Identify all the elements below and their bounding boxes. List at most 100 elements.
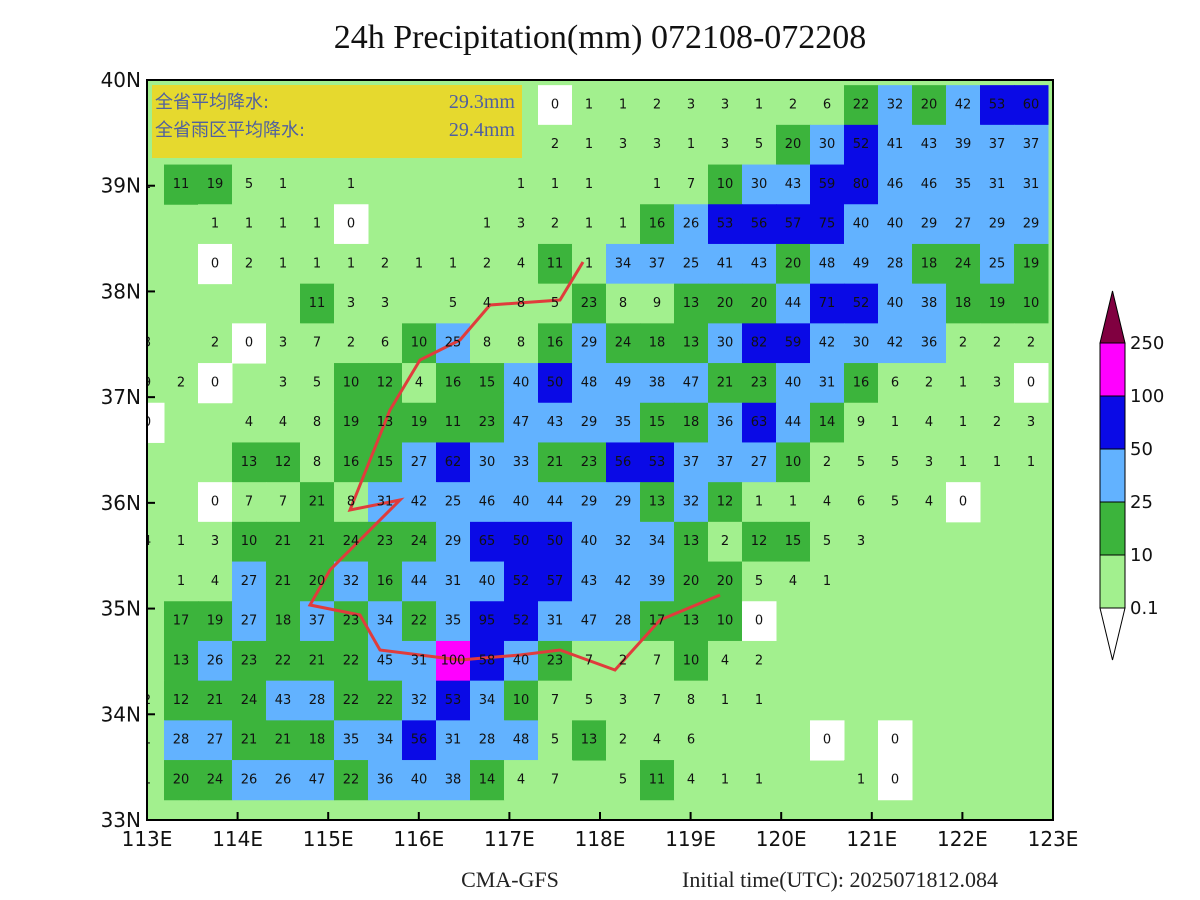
precip-value: 47 (683, 375, 700, 390)
precip-value: 40 (513, 653, 530, 668)
precip-cell (232, 442, 267, 483)
precip-value: 2 (551, 217, 559, 232)
precip-cell (266, 561, 301, 602)
precip-value: 5 (891, 495, 899, 510)
precip-value: 25 (683, 256, 700, 271)
precip-cell (368, 283, 403, 324)
precip-value: 8 (517, 296, 525, 311)
precip-value: 4 (925, 415, 933, 430)
precip-value: 4 (823, 495, 831, 510)
precip-cell (538, 601, 573, 642)
precip-cell (606, 680, 641, 721)
precip-cell (946, 283, 981, 324)
precip-cell (674, 720, 709, 761)
info-label: 全省雨区平均降水: (155, 120, 305, 141)
precip-cell (810, 561, 845, 602)
precip-cell (266, 363, 301, 404)
precip-value: 29 (581, 336, 598, 351)
precip-cell (436, 561, 471, 602)
precip-value: 23 (581, 455, 598, 470)
precip-value: 21 (275, 574, 292, 589)
precip-value: 39 (649, 574, 666, 589)
precip-cell (1014, 124, 1049, 166)
precip-value: 28 (887, 256, 904, 271)
precip-value: 0 (551, 98, 559, 113)
precip-value: 27 (955, 217, 972, 232)
precip-cell (538, 402, 573, 443)
precip-cell (674, 521, 709, 563)
precip-cell (912, 85, 947, 126)
precip-value: 1 (1027, 455, 1035, 470)
precip-value: 3 (619, 693, 627, 708)
precip-cell (266, 243, 301, 285)
precip-value: 3 (279, 375, 287, 390)
precip-cell (708, 760, 743, 801)
precip-cell (980, 243, 1015, 285)
precip-value: 18 (955, 296, 972, 311)
precip-cell (470, 640, 505, 682)
precip-cell (164, 601, 199, 642)
precip-cell (436, 521, 471, 563)
precip-cell (538, 363, 573, 404)
precip-cell (402, 760, 437, 801)
precip-value: 21 (309, 495, 326, 510)
precip-cell (606, 482, 641, 523)
precip-value: 43 (275, 693, 292, 708)
precip-value: 25 (445, 495, 462, 510)
precip-value: 42 (411, 495, 428, 510)
precip-cell (436, 363, 471, 404)
precip-cell (606, 760, 641, 801)
precip-cell (334, 760, 369, 801)
precip-value: 32 (615, 534, 632, 549)
precip-cell (742, 124, 777, 166)
legend-swatch (1099, 290, 1126, 344)
precip-value: 18 (275, 614, 292, 629)
precip-value: 22 (853, 98, 870, 113)
precip-value: 9 (653, 296, 661, 311)
precip-value: 42 (819, 336, 836, 351)
precip-cell (708, 204, 743, 245)
precip-cell (878, 164, 913, 205)
precip-value: 10 (343, 375, 360, 390)
footer-init: Initial time(UTC): 2025071812.084 (682, 867, 998, 892)
precip-cell (776, 561, 811, 602)
precip-cell (708, 442, 743, 483)
precip-cell (742, 760, 777, 801)
precip-value: 8 (687, 693, 695, 708)
legend-label: 0.1 (1130, 598, 1159, 619)
precip-cell (946, 85, 981, 126)
precip-value: 13 (173, 653, 190, 668)
precip-value: 0 (891, 772, 899, 787)
precip-value: 24 (343, 534, 360, 549)
precip-value: 2 (993, 336, 1001, 351)
info-label: 全省平均降水: (155, 92, 269, 113)
precip-value: 7 (687, 177, 695, 192)
precip-cell (164, 164, 199, 205)
precip-value: 63 (751, 415, 768, 430)
precip-cell (402, 482, 437, 523)
precip-value: 1 (279, 177, 287, 192)
precip-value: 1 (721, 693, 729, 708)
precip-cell (844, 363, 879, 404)
precip-value: 11 (309, 296, 326, 311)
precip-cell (436, 442, 471, 483)
precip-value: 31 (819, 375, 836, 390)
precip-value: 56 (615, 455, 632, 470)
precip-cell (266, 760, 301, 801)
precip-cell (946, 243, 981, 285)
precip-cell (810, 204, 845, 245)
precip-cell (368, 760, 403, 801)
precip-cell (402, 521, 437, 563)
precip-cell (776, 283, 811, 324)
precip-cell (538, 85, 573, 126)
precip-value: 1 (687, 137, 695, 152)
precip-value: 4 (687, 772, 695, 787)
precip-value: 2 (551, 137, 559, 152)
precip-value: 1 (959, 375, 967, 390)
precip-value: 13 (377, 415, 394, 430)
precip-value: 19 (207, 614, 224, 629)
precip-value: 15 (785, 534, 802, 549)
precip-value: 1 (755, 495, 763, 510)
precip-cell (810, 85, 845, 126)
precip-cell (844, 521, 879, 563)
